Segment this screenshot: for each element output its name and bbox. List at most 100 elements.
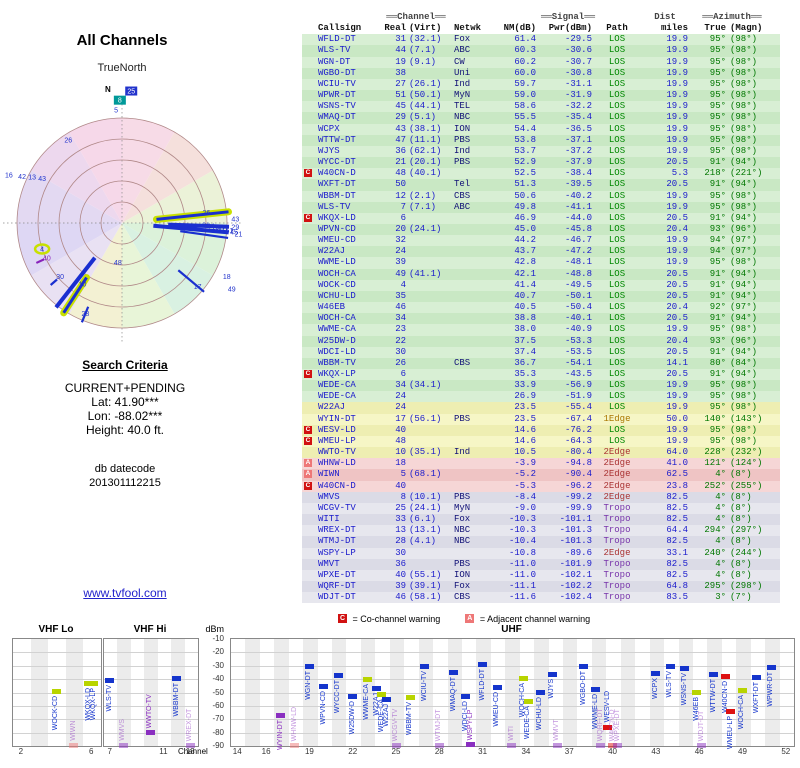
cell-path: LOS — [608, 212, 626, 223]
grid-line — [231, 652, 794, 654]
cell-warning-flag — [302, 503, 318, 514]
station-row: WBBM-TV 26 CBS 36.7 -54.1 LOS 14.1 80° (84°) — [302, 357, 780, 369]
cell-real-channel: 8 — [400, 491, 406, 502]
cell-path: LOS — [608, 101, 626, 112]
cell-power: -32.2 — [564, 101, 592, 112]
band-title-vhf-hi: VHF Hi — [133, 624, 167, 635]
station-row: W22AJ 24 43.7 -47.2 LOS 19.9 94° (97°) — [302, 246, 780, 258]
cell-distance: 19.9 — [666, 101, 688, 112]
cell-azimuth-magnetic: (221°) — [730, 168, 763, 179]
cell-path: LOS — [608, 435, 626, 446]
chart-station-marker — [752, 675, 762, 681]
chart-legend: C = Co-channel warning A = Adjacent chan… — [338, 614, 590, 624]
cell-real-channel: 32 — [395, 235, 406, 246]
cell-azimuth-magnetic: (8°) — [730, 514, 752, 525]
cell-azimuth-magnetic: (84°) — [730, 357, 758, 368]
cell-real-channel: 38 — [395, 67, 406, 78]
cell-callsign: WYCC-DT — [318, 157, 356, 168]
cell-azimuth-magnetic: (98°) — [730, 257, 758, 268]
station-row: WSNS-TV 45 (44.1) TEL 58.6 -32.2 LOS 19.9 95° (98… — [302, 101, 780, 113]
cell-network — [452, 380, 494, 391]
cell-real-channel: 13 — [395, 525, 406, 536]
cell-noise-margin: 59.0 — [514, 90, 536, 101]
cell-azimuth-magnetic: (98°) — [730, 391, 758, 402]
radar-channel-label: 26 — [203, 210, 211, 217]
cell-path: 1Edge — [603, 413, 631, 424]
cell-azimuth-true: 95° — [709, 112, 726, 123]
cell-warning-flag — [302, 34, 318, 45]
cell-real-channel: 22 — [395, 335, 406, 346]
search-criteria-block: Search Criteria CURRENT+PENDING Lat: 41.… — [0, 358, 250, 437]
cell-warning-flag — [302, 347, 318, 358]
cell-azimuth-true: 91° — [709, 179, 726, 190]
cell-callsign: WHNW-LD — [318, 458, 356, 469]
cell-warning-flag — [302, 536, 318, 547]
cell-distance: 19.9 — [666, 324, 688, 335]
table-header-groups: ══Channel══ ══Signal══ Dist ══Azimuth══ — [302, 12, 780, 23]
chart-station-marker — [391, 743, 401, 748]
cell-network: Ind — [454, 78, 471, 89]
cell-callsign: WWTO-TV — [318, 447, 356, 458]
cell-warning-flag — [302, 525, 318, 536]
cell-noise-margin: 40.5 — [514, 302, 536, 313]
cell-virtual-channel: (9.1) — [409, 56, 437, 67]
channel-tick-label: 28 — [434, 747, 444, 756]
radar-sector — [122, 223, 175, 328]
dbm-tick-label: -60 — [212, 700, 224, 710]
cell-real-channel: 6 — [400, 369, 406, 379]
radar-ring — [16, 117, 228, 329]
cell-network — [452, 391, 494, 402]
cell-noise-margin: 42.1 — [514, 268, 536, 279]
cell-power: -31.9 — [564, 90, 592, 101]
search-lon: Lon: -88.02*** — [87, 409, 163, 423]
chart-station-marker — [145, 730, 155, 736]
cell-distance: 82.5 — [666, 558, 688, 569]
cell-real-channel: 25 — [395, 502, 406, 513]
cell-warning-flag: C — [302, 425, 318, 436]
chart-station-marker — [665, 663, 675, 669]
chart-station-label: WDJT-DT — [697, 710, 705, 741]
cell-warning-flag — [302, 257, 318, 268]
cell-callsign: WMEU-LP — [318, 435, 356, 446]
cell-warning-flag — [302, 592, 318, 603]
cell-path: LOS — [608, 123, 626, 134]
cell-real-channel: 44 — [395, 45, 406, 56]
cell-distance: 19.9 — [666, 391, 688, 402]
left-panel: All Channels TrueNorth N 25 8 5 26 16 42 13 43 4 4… — [0, 0, 300, 610]
grid-line — [13, 652, 101, 654]
cell-virtual-channel — [406, 358, 452, 369]
header-netwk: Netwk — [454, 23, 482, 34]
cell-virtual-channel: (7.1) — [409, 45, 437, 56]
datecode-value: 201301112215 — [89, 477, 161, 489]
cell-azimuth-magnetic: (94°) — [730, 346, 758, 357]
cell-noise-margin: 38.8 — [514, 313, 536, 324]
channel-tick-label: 22 — [348, 747, 358, 756]
co-channel-warning-badge: C — [304, 481, 312, 490]
radar-channel-label: 48 — [114, 260, 122, 267]
cell-azimuth-magnetic: (94°) — [730, 179, 758, 190]
station-row: C W40CN-D 40 -5.3 -96.2 2Edge 23.8 252° (255°) — [302, 480, 780, 492]
header-spacer — [452, 12, 494, 23]
station-row: C WESV-LD 40 14.6 -76.2 LOS 19.9 95° (98°) — [302, 424, 780, 436]
cell-path: Tropo — [603, 502, 631, 513]
cell-callsign: WOCK-CD — [318, 279, 356, 290]
cell-path: Tropo — [603, 525, 631, 536]
cell-distance: 20.5 — [666, 212, 688, 223]
tvfool-link[interactable]: www.tvfool.com — [83, 586, 167, 600]
cell-real-channel: 29 — [395, 112, 406, 123]
chart-station-marker — [518, 676, 528, 682]
cell-network: Uni — [454, 67, 471, 78]
cell-noise-margin: -11.0 — [508, 569, 536, 580]
cell-path: Tropo — [603, 536, 631, 547]
cell-noise-margin: 61.4 — [514, 34, 536, 45]
cell-path: 2Edge — [603, 458, 631, 469]
chart-station-marker — [319, 683, 329, 689]
cell-distance: 64.8 — [666, 580, 688, 591]
chart-station-label: WSNS-TV — [680, 672, 688, 705]
radar-channel-label: 29 — [231, 224, 239, 231]
cell-virtual-channel — [406, 213, 452, 224]
chart-station-label: WXFT-DT — [752, 682, 760, 714]
radar-highlight-ring — [33, 243, 51, 255]
cell-real-channel: 19 — [395, 56, 406, 67]
